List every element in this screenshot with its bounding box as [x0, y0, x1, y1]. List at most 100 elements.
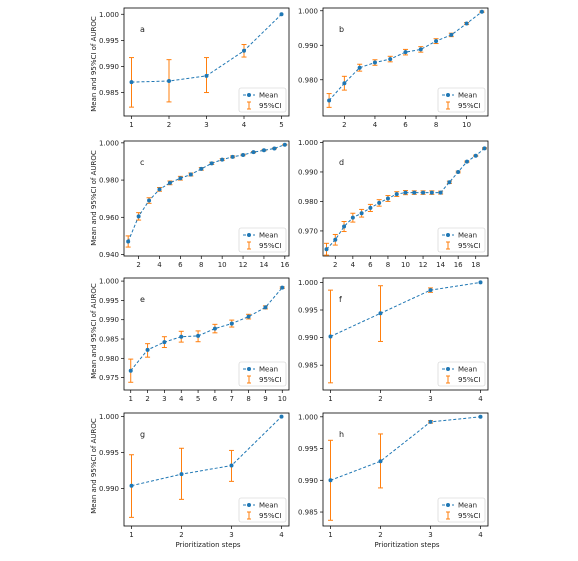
- legend-ci-label: 95%CI: [458, 376, 481, 384]
- mean-point: [478, 280, 483, 285]
- mean-point: [129, 483, 134, 488]
- y-tick-label: 0.990: [99, 485, 119, 493]
- mean-point: [162, 340, 167, 345]
- mean-point: [157, 187, 162, 192]
- mean-point: [385, 196, 390, 201]
- mean-line: [127, 144, 285, 242]
- legend-mean-marker: [247, 367, 251, 371]
- y-tick-label: 0.970: [298, 227, 318, 235]
- mean-point: [447, 180, 452, 185]
- ylabel-row-4: Mean and 95%CI of AUROC: [90, 418, 98, 514]
- x-tick-label: 1: [129, 395, 133, 403]
- mean-point: [282, 142, 287, 147]
- mean-point: [428, 419, 433, 424]
- legend-mean-label: Mean: [259, 232, 278, 240]
- mean-point: [128, 368, 133, 373]
- mean-point: [428, 288, 433, 293]
- mean-point: [229, 463, 234, 468]
- legend-mean-marker: [247, 503, 251, 507]
- legend-box: [437, 497, 486, 523]
- mean-point: [418, 47, 423, 52]
- x-tick-label: 2: [179, 531, 183, 539]
- mean-point: [279, 12, 284, 17]
- panel-f: 1 2 3 4 0.985 0.990 0.995 1.000 f Mean 95%CI: [298, 277, 489, 403]
- mean-point: [196, 333, 201, 338]
- mean-point: [403, 190, 408, 195]
- mean-point: [359, 211, 364, 216]
- x-tick-label: 12: [419, 261, 428, 269]
- mean-point: [179, 334, 184, 339]
- x-tick-label: 3: [204, 121, 208, 129]
- mean-point: [145, 347, 150, 352]
- x-tick-label: 4: [157, 261, 162, 269]
- mean-point: [449, 32, 454, 37]
- mean-point: [220, 157, 225, 162]
- y-tick-label: 0.975: [99, 374, 119, 382]
- panel-h: 1 2 3 4 0.985 0.990 0.995 1.000 h Mean 95%CI: [298, 412, 489, 539]
- y-tick-label: 1.000: [99, 11, 119, 19]
- x-tick-label: 6: [368, 261, 373, 269]
- mean-point: [438, 190, 443, 195]
- x-tick-label: 4: [242, 121, 247, 129]
- legend-box: [238, 361, 287, 387]
- mean-point: [167, 79, 171, 84]
- legend-ci-label: 95%CI: [259, 512, 282, 520]
- legend-ci-label: 95%CI: [458, 242, 481, 250]
- mean-point: [434, 39, 439, 44]
- mean-point: [478, 414, 483, 419]
- mean-point: [421, 190, 426, 195]
- panel-label-g: g: [140, 430, 145, 439]
- plot-frame: [123, 412, 290, 527]
- mean-point: [178, 176, 183, 181]
- mean-point: [464, 21, 469, 26]
- x-tick-label: 2: [342, 121, 346, 129]
- mean-point: [179, 472, 184, 477]
- y-tick-label: 1.000: [99, 139, 119, 147]
- x-tick-label: 4: [351, 261, 356, 269]
- mean-line: [328, 11, 483, 101]
- y-tick-label: 0.980: [99, 355, 119, 363]
- mean-point: [464, 159, 469, 164]
- x-tick-label: 14: [436, 261, 445, 269]
- mean-point: [328, 478, 333, 483]
- xlabel-left: Prioritization steps: [175, 541, 240, 549]
- y-tick-label: 1.000: [99, 413, 119, 421]
- mean-point: [328, 334, 333, 339]
- y-tick-label: 0.940: [99, 251, 119, 259]
- y-tick-label: 1.000: [298, 279, 318, 287]
- mean-point: [126, 239, 131, 244]
- legend-box: [437, 361, 486, 387]
- mean-point: [327, 98, 332, 103]
- legend: Mean 95%CI: [238, 361, 287, 387]
- mean-point: [167, 180, 172, 185]
- y-tick-label: 0.990: [298, 168, 318, 176]
- y-tick-label: 0.995: [298, 307, 318, 315]
- legend: Mean 95%CI: [238, 497, 287, 523]
- panel-d: 2 4 6 8 10 12 14 16 18 0.970 0.980 0.990 1.000 d Mean 9…: [298, 139, 489, 269]
- mean-point: [473, 153, 478, 158]
- mean-point: [324, 247, 329, 252]
- x-tick-label: 1: [328, 395, 332, 403]
- x-tick-label: 4: [179, 395, 184, 403]
- mean-point: [188, 172, 193, 177]
- mean-point: [342, 81, 347, 86]
- x-tick-label: 1: [129, 121, 133, 129]
- mean-point: [230, 154, 235, 159]
- mean-point: [209, 161, 214, 166]
- mean-point: [229, 321, 234, 326]
- x-tick-label: 16: [280, 261, 289, 269]
- legend-box: [238, 87, 287, 113]
- y-tick-label: 1.000: [298, 139, 318, 147]
- legend-mean-label: Mean: [458, 232, 477, 240]
- mean-line: [330, 416, 481, 481]
- legend-ci-label: 95%CI: [259, 376, 282, 384]
- x-tick-label: 3: [428, 395, 432, 403]
- legend-mean-marker: [446, 503, 450, 507]
- x-tick-label: 10: [218, 261, 227, 269]
- legend-box: [238, 227, 287, 253]
- legend-mean-marker: [446, 233, 450, 237]
- mean-point: [136, 214, 141, 219]
- mean-point: [394, 192, 399, 197]
- x-tick-label: 9: [263, 395, 267, 403]
- y-tick-label: 0.990: [298, 477, 318, 485]
